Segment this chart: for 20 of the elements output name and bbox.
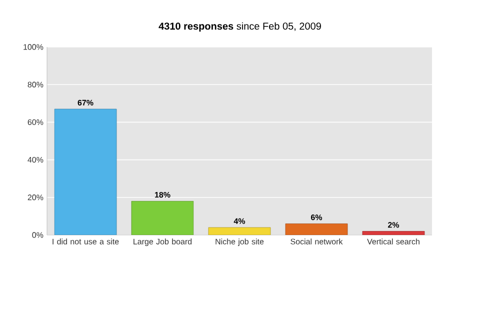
- bar: [208, 227, 271, 235]
- data-label: 18%: [154, 192, 170, 198]
- bar: [54, 108, 117, 235]
- y-tick-label: 0%: [32, 232, 44, 238]
- y-tick-label: 60%: [28, 119, 44, 126]
- data-label: 2%: [388, 222, 400, 228]
- y-tick-label: 20%: [28, 194, 44, 200]
- y-tick-label: 40%: [28, 156, 44, 163]
- data-label: 67%: [78, 100, 94, 106]
- x-tick-label: Social network: [290, 238, 343, 244]
- x-tick-label: Large Job board: [134, 238, 192, 246]
- x-tick-label: Vertical search: [367, 238, 420, 244]
- data-label: 4%: [234, 218, 246, 224]
- bar: [285, 224, 348, 235]
- y-tick-label: 100%: [24, 44, 44, 50]
- x-tick-label: Niche job site: [216, 238, 264, 246]
- chart-title: 4310 responses since Feb 05, 2009: [158, 22, 321, 32]
- data-label: 6%: [311, 214, 322, 220]
- x-tick-label: I did not use a site: [52, 238, 119, 244]
- y-tick-label: 80%: [28, 82, 44, 88]
